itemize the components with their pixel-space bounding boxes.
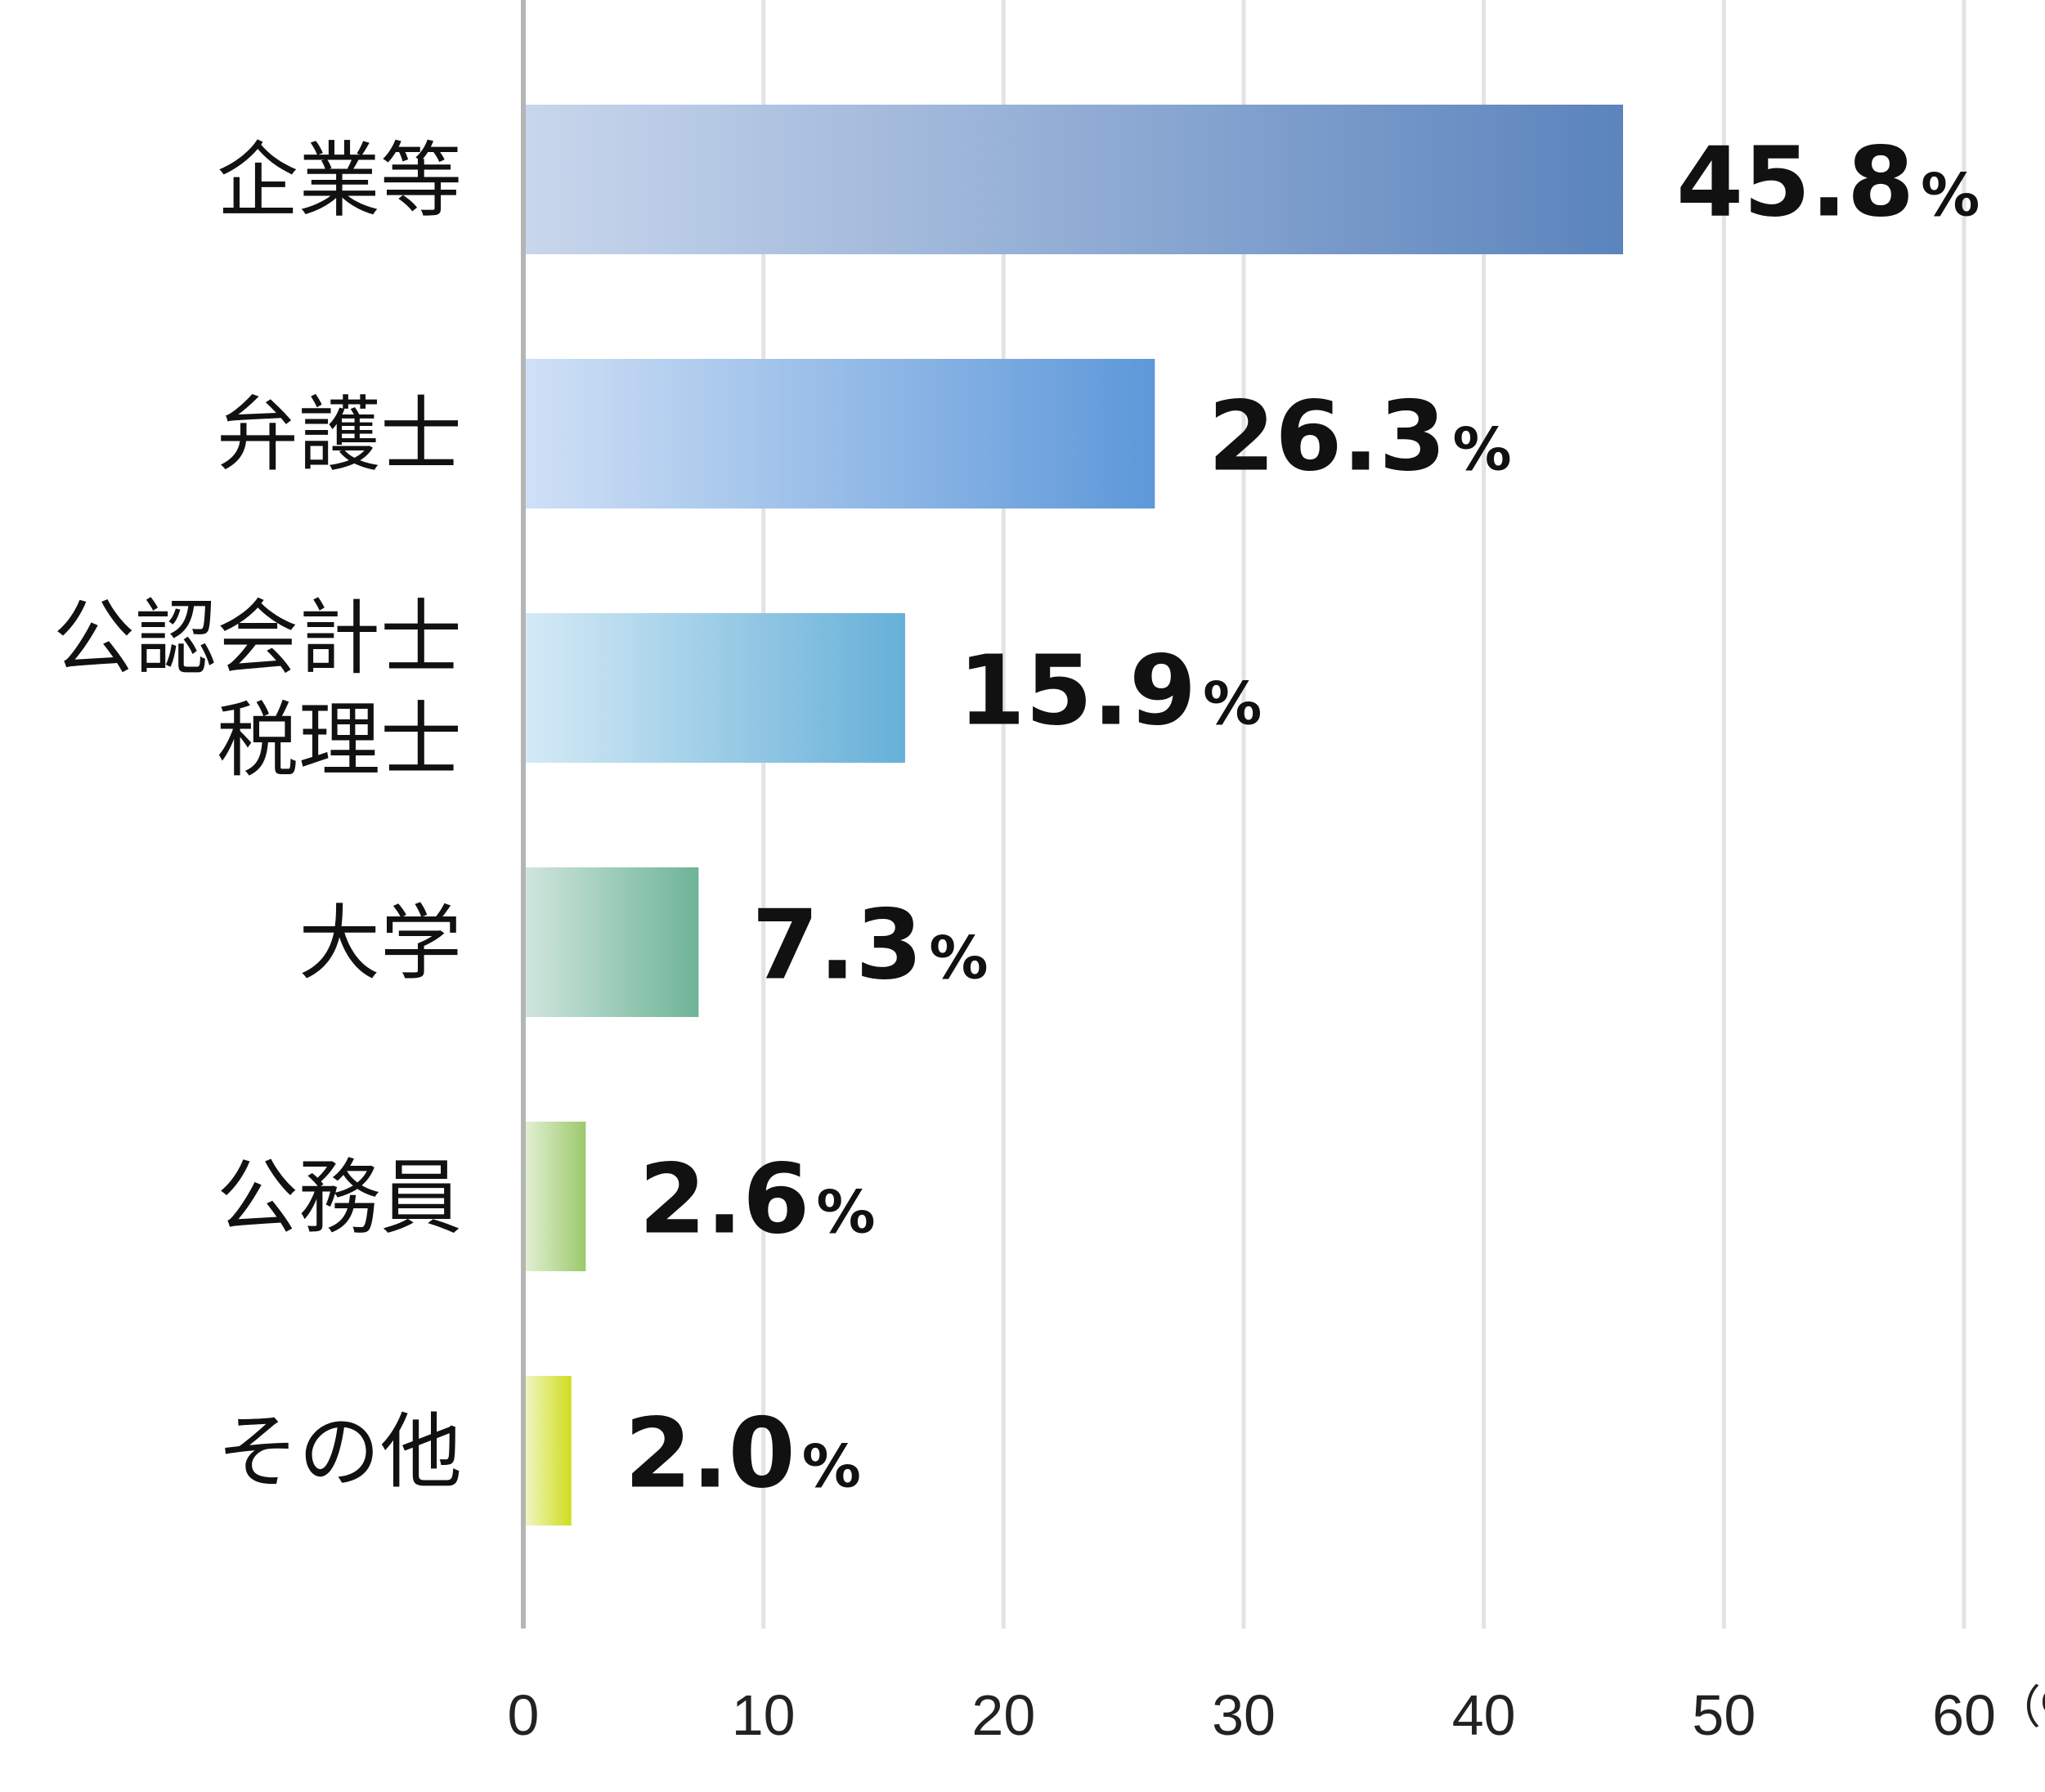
category-label: 公務員 [217,1150,462,1246]
category-label: 公認会計士 [53,590,462,686]
x-unit-label: （%） [1995,1682,2045,1733]
bar [526,1376,572,1525]
value-label: 26.3% [1208,380,1511,493]
value-labels: 45.8 % 26.3 % 15.9 % 7.3 % 2.6 % 2.0% [625,126,1980,1510]
bar [526,105,1623,254]
value-label: 2.6% [639,1143,875,1256]
value-label: 45.8% [1676,126,1980,239]
x-tick-label: 0 [508,1683,540,1747]
category-label: 大学 [298,896,462,992]
x-tick-label: 10 [732,1683,796,1747]
bars [526,105,1623,1525]
category-label: 税理士 [217,692,462,788]
bar [526,613,905,763]
category-label: 弁護士 [217,388,462,483]
value-label: 2.0% [625,1397,861,1510]
category-label: その他 [217,1404,462,1500]
x-tick-label: 20 [971,1683,1035,1747]
x-tick-label: 30 [1212,1683,1276,1747]
x-tick-label: 60 [1932,1683,1996,1747]
value-label: 7.3% [751,889,988,1001]
bar [526,359,1155,508]
bar [526,1122,586,1271]
x-tick-label: 50 [1692,1683,1756,1747]
value-label: 15.9% [958,634,1262,747]
grid-lines [761,0,1967,1628]
x-tick-labels: 0 10 20 30 40 50 60（%） [508,1682,2045,1747]
category-label: 企業等 [217,133,462,229]
x-tick-label: 40 [1452,1683,1516,1747]
bar [526,867,699,1017]
